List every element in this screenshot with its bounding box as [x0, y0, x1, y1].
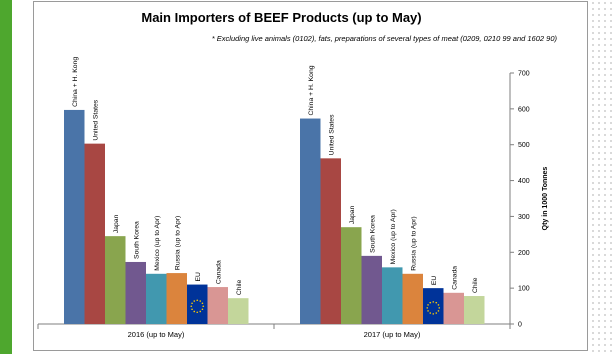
eu-star — [196, 299, 199, 302]
bar — [341, 227, 362, 324]
eu-star — [201, 302, 204, 305]
eu-star — [199, 300, 202, 302]
bar — [402, 273, 423, 324]
x-tick-label: 2017 (up to May) — [364, 330, 421, 339]
x-tick-label: 2016 (up to May) — [128, 330, 185, 339]
bar-label: China + H. Kong — [72, 57, 79, 107]
bar-chart: 0 100 200 300 400 500 600 700 Qty in 1000 Tonnes… — [37, 57, 549, 339]
y-tick-label: 300 — [518, 214, 530, 221]
eu-star — [193, 310, 196, 313]
background-pattern — [590, 0, 614, 354]
eu-star — [427, 304, 429, 306]
bar — [146, 273, 167, 324]
eu-star — [199, 310, 202, 313]
bar-label: EU — [195, 272, 202, 282]
y-tick-label: 100 — [518, 286, 530, 293]
eu-star — [190, 305, 193, 308]
bar — [105, 236, 126, 324]
eu-star — [432, 313, 435, 315]
eu-star — [435, 312, 438, 314]
bar — [64, 109, 85, 324]
chart-frame: Main Importers of BEEF Products (up to M… — [33, 1, 588, 351]
eu-star — [191, 308, 193, 311]
y-tick-label: 200 — [518, 250, 530, 257]
eu-star — [196, 311, 199, 314]
eu-star — [438, 307, 441, 309]
bar-label: Mexico (up to Apr) — [390, 209, 397, 264]
bar-label: United States — [93, 99, 100, 140]
eu-star — [427, 310, 429, 312]
bar-label: Japan — [113, 214, 120, 233]
y-tick-label: 400 — [518, 178, 530, 185]
y-tick-label: 700 — [518, 71, 530, 78]
bar-label: China + H. Kong — [308, 65, 315, 115]
bar — [423, 288, 444, 324]
bar — [84, 143, 105, 324]
bar-label: Russia (up to Apr) — [411, 216, 418, 270]
y-tick-label: 0 — [518, 322, 522, 329]
bar-label: Canada — [452, 266, 459, 290]
chart-subtitle: * Excluding live animals (0102), fats, p… — [211, 34, 557, 43]
bar-label: Chile — [472, 277, 479, 293]
bar — [361, 255, 382, 324]
eu-star — [193, 300, 196, 302]
bar-label: United States — [329, 114, 336, 155]
eu-star — [437, 310, 440, 312]
bar — [382, 267, 403, 324]
bar-label: Canada — [216, 260, 223, 284]
bar — [207, 287, 228, 324]
eu-star — [202, 305, 205, 308]
bar — [228, 298, 249, 324]
bar — [320, 158, 341, 324]
eu-star — [426, 307, 429, 309]
eu-star — [201, 308, 204, 311]
bar-label: South Korea — [370, 215, 377, 253]
bar-label: EU — [431, 276, 438, 286]
eu-star — [432, 301, 435, 303]
bar — [166, 273, 187, 324]
bar-label: Chile — [236, 279, 243, 295]
eu-star — [191, 302, 193, 305]
left-accent-bar — [0, 0, 12, 354]
y-axis-label: Qty in 1000 Tonnes — [542, 167, 549, 231]
y-tick-label: 600 — [518, 106, 530, 113]
bar — [125, 261, 146, 324]
chart-title: Main Importers of BEEF Products (up to M… — [141, 10, 422, 25]
bar-label: Mexico (up to Apr) — [154, 216, 161, 271]
eu-star — [437, 304, 440, 306]
y-tick-label: 500 — [518, 142, 530, 149]
eu-star — [429, 301, 432, 304]
eu-star — [435, 301, 438, 304]
bar — [187, 284, 208, 324]
bar-label: Japan — [349, 205, 356, 224]
eu-star — [429, 312, 432, 314]
bar-label: Russia (up to Apr) — [175, 216, 182, 270]
bar — [464, 296, 485, 324]
bar — [443, 292, 464, 324]
bar — [300, 118, 321, 324]
bar-label: South Korea — [134, 221, 141, 259]
